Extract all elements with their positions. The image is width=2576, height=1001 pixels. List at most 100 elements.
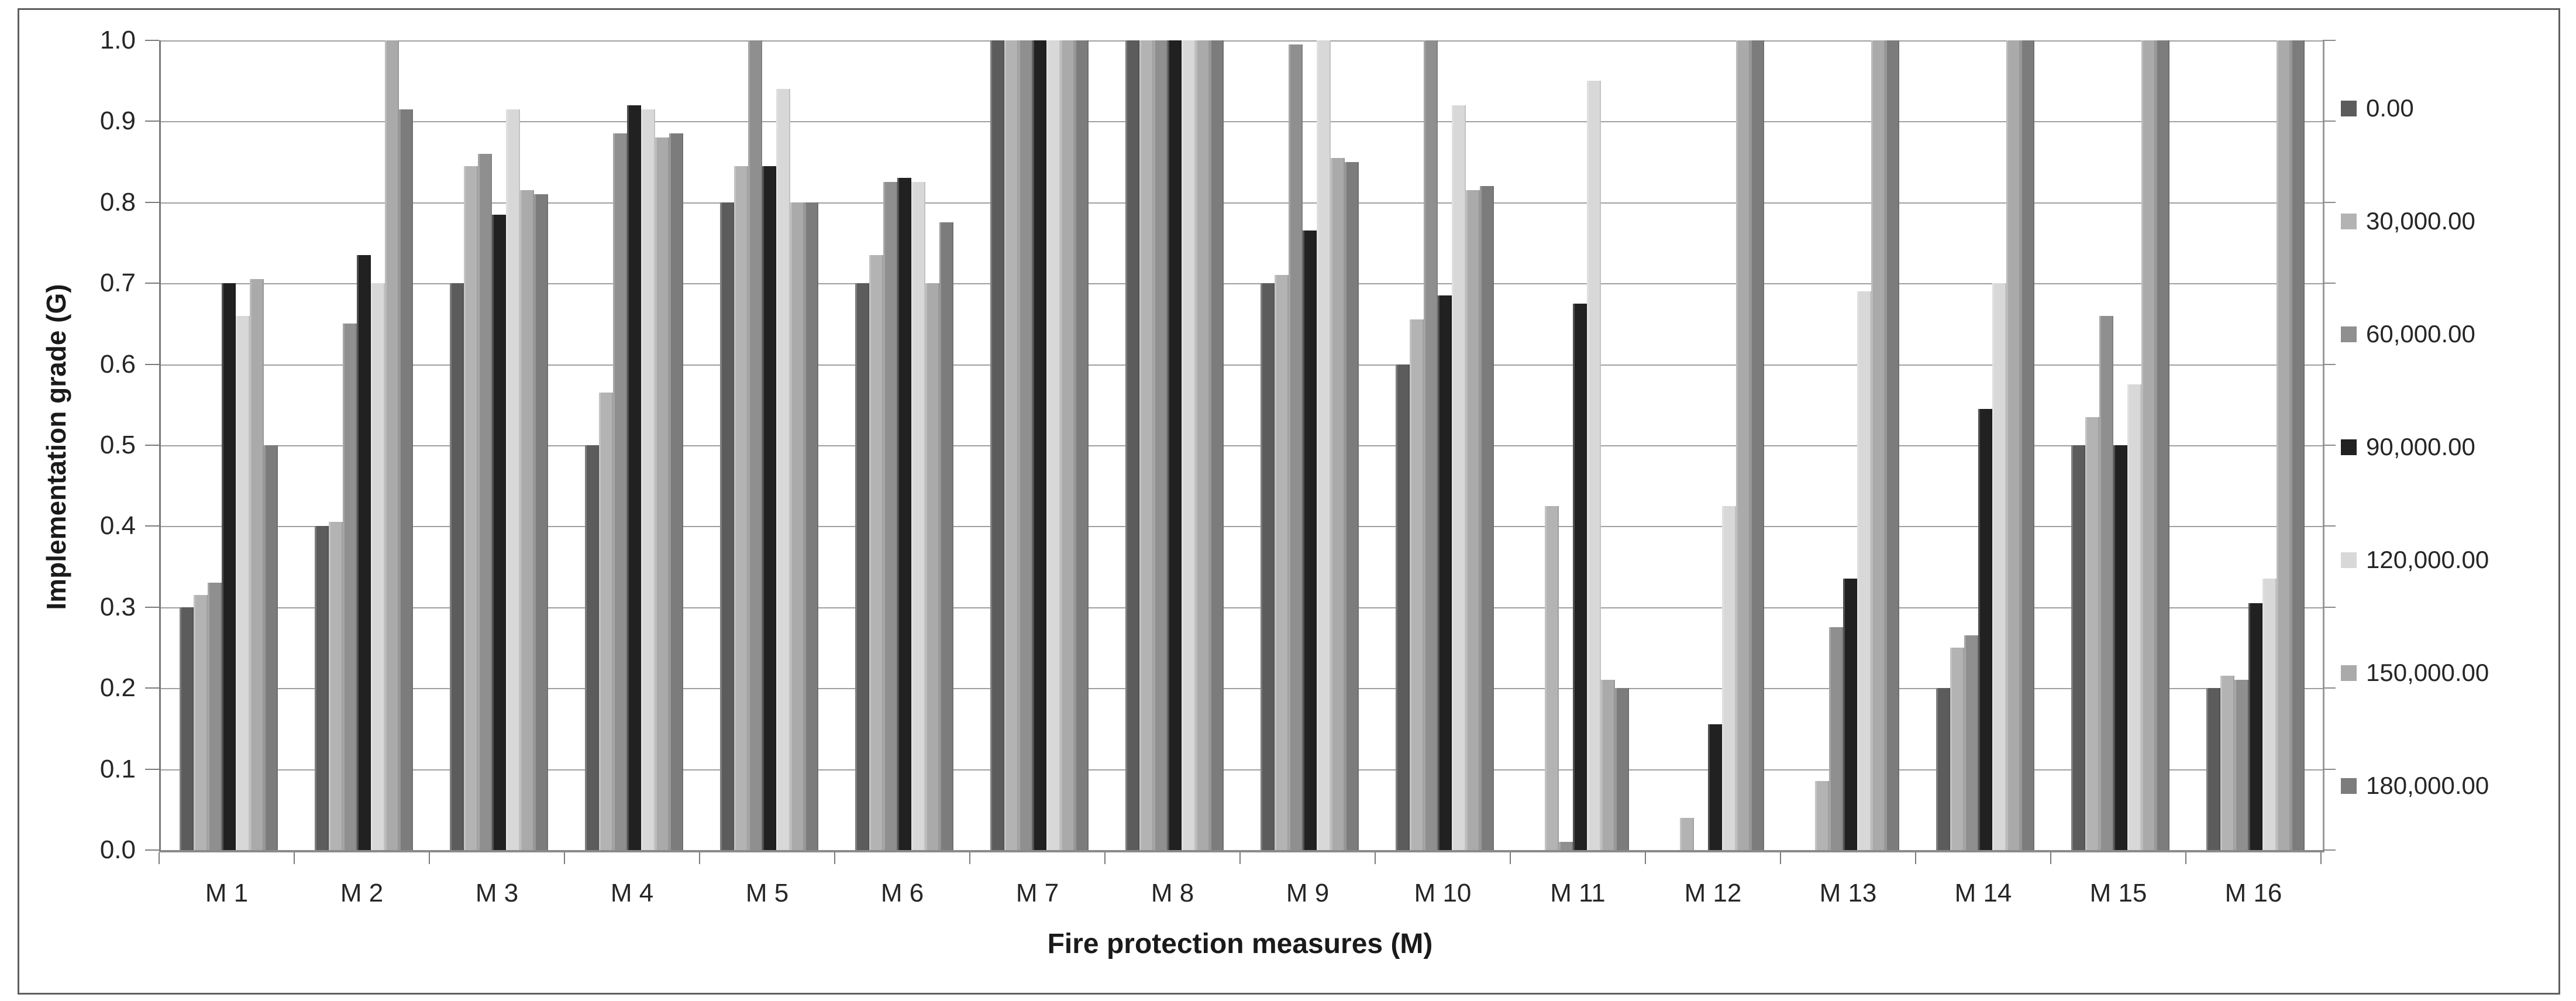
right-tick-mark (2323, 687, 2336, 689)
legend-swatch (2341, 213, 2357, 229)
bar (939, 222, 953, 850)
legend-item: 150,000.00 (2341, 658, 2489, 687)
bar (776, 89, 790, 850)
bar (1885, 40, 1899, 850)
x-tick-mark (699, 852, 700, 864)
bar (505, 109, 520, 850)
right-tick-mark (2323, 201, 2336, 203)
legend-swatch (2341, 778, 2357, 794)
bar (1046, 40, 1060, 850)
x-category-label: M 7 (1015, 879, 1059, 907)
bar (855, 283, 869, 850)
y-tick-label: 0.1 (99, 754, 136, 783)
y-tick-mark (145, 849, 159, 851)
bar (719, 202, 734, 850)
bar (1735, 40, 1750, 850)
bar (398, 109, 413, 850)
bar (1181, 40, 1196, 850)
bar (2234, 680, 2248, 850)
bar (1209, 40, 1224, 850)
bar (1544, 505, 1559, 850)
gridline (161, 283, 2323, 285)
gridline (161, 769, 2323, 770)
legend-item: 120,000.00 (2341, 545, 2489, 575)
y-tick-label: 0.2 (99, 673, 136, 703)
bar (1274, 275, 1289, 850)
x-tick-mark (429, 852, 430, 864)
gridline (161, 607, 2323, 608)
bar (883, 182, 897, 850)
bar (1707, 724, 1722, 850)
y-tick-label: 0.0 (99, 835, 136, 864)
bar (1004, 40, 1018, 850)
y-tick-label: 0.8 (99, 187, 136, 216)
bar (1964, 635, 1978, 850)
bar (193, 595, 208, 850)
bar (626, 105, 641, 850)
bar (2113, 445, 2127, 850)
bar (2290, 40, 2305, 850)
bar (1600, 680, 1615, 850)
bar (1992, 283, 2006, 850)
x-tick-mark (1510, 852, 1511, 864)
bar (1316, 40, 1331, 850)
bar (911, 182, 925, 850)
legend-item: 180,000.00 (2341, 771, 2489, 800)
y-tick-mark (145, 606, 159, 608)
bar (804, 202, 818, 850)
bar (640, 109, 655, 850)
bar (897, 178, 911, 850)
y-tick-label: 1.0 (99, 26, 136, 54)
bar (1302, 231, 1317, 850)
bar (1395, 364, 1410, 850)
bar (1936, 688, 1950, 850)
right-tick-mark (2323, 768, 2336, 770)
bar (2127, 384, 2141, 850)
bar (249, 279, 264, 850)
bar (2155, 40, 2169, 850)
x-category-label: M 15 (2089, 879, 2147, 907)
bar (2262, 579, 2277, 850)
x-category-label: M 16 (2224, 879, 2282, 907)
x-category-label: M 3 (475, 879, 519, 907)
plot-area (159, 40, 2324, 852)
legend-swatch (2341, 439, 2357, 455)
bar (221, 283, 236, 850)
bar (2099, 315, 2113, 850)
gridline (161, 40, 2323, 42)
legend-label: 150,000.00 (2366, 659, 2489, 686)
x-tick-mark (1915, 852, 1916, 864)
bar (790, 202, 804, 850)
right-tick-mark (2323, 849, 2336, 851)
x-tick-mark (159, 852, 160, 864)
x-tick-mark (1104, 852, 1106, 864)
right-tick-mark (2323, 445, 2336, 446)
bar (869, 254, 883, 850)
right-tick-mark (2323, 363, 2336, 365)
y-tick-label: 0.7 (99, 269, 136, 298)
x-tick-mark (294, 852, 295, 864)
bar (1950, 648, 1964, 850)
x-category-label: M 11 (1550, 879, 1606, 907)
bar (1195, 40, 1210, 850)
bar (1479, 186, 1494, 850)
bar (1586, 81, 1601, 850)
x-category-label: M 12 (1684, 879, 1742, 907)
gridline (161, 688, 2323, 690)
bar (342, 324, 357, 850)
bar (179, 607, 194, 850)
bar (1288, 44, 1303, 850)
bar (925, 283, 939, 850)
bar (2071, 445, 2085, 850)
bar (1423, 40, 1438, 850)
gridline (161, 526, 2323, 528)
x-category-label: M 10 (1414, 879, 1472, 907)
bar (1465, 190, 1480, 850)
legend-label: 90,000.00 (2366, 433, 2475, 460)
gridline (161, 202, 2323, 204)
legend-swatch (2341, 552, 2357, 568)
legend-label: 30,000.00 (2366, 207, 2475, 235)
bar (1139, 40, 1153, 850)
bar (384, 40, 399, 850)
